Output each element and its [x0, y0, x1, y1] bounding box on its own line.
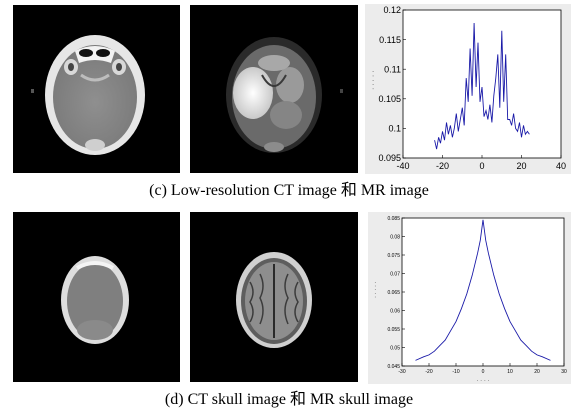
figure-d: · · · · · · · · · -30 -20 -10 0 10 20 30 0.045 0…	[0, 210, 578, 413]
chart-d-xtick-label: 0	[482, 369, 485, 375]
chart-d-xtick-label: 30	[561, 369, 567, 375]
chart-d-ytick-label: 0.07	[390, 271, 400, 277]
chart-d-ytick-label: 0.065	[387, 290, 400, 296]
chart-d-ylabel-mark: · · · · ·	[373, 281, 379, 298]
mr-skull-image	[190, 212, 358, 382]
chart-c-ytick-label: 0.11	[384, 64, 401, 74]
chart-d-series-line	[415, 219, 551, 361]
chart-c-ytick-label: 0.095	[378, 153, 401, 163]
chart-c-xtick-label: -20	[436, 161, 449, 171]
chart-c-xtick-label: -40	[396, 161, 409, 171]
chart-c-plot-area	[402, 9, 562, 159]
chart-c-ylabel-mark: · · · · ·	[370, 71, 377, 90]
chart-c-ytick-label: 0.1	[388, 124, 401, 134]
chart-c: · · · · · -40 -20 0 20 40 0.095 0.1 0.105 0.11 0.…	[365, 4, 571, 174]
chart-d-plot-area	[401, 217, 565, 367]
chart-d-xtick-label: -20	[425, 369, 432, 375]
chart-d-xtick-label: 20	[534, 369, 540, 375]
chart-d-xtick-label: -10	[452, 369, 459, 375]
chart-d-xtick-label: 10	[507, 369, 513, 375]
chart-d-ytick-label: 0.085	[387, 216, 400, 222]
mr-image	[190, 5, 358, 173]
caption-c: (c) Low-resolution CT image 和 MR image	[149, 182, 429, 199]
ct-image	[13, 5, 180, 173]
chart-d-ytick-label: 0.045	[387, 364, 400, 370]
chart-d-ytick-label: 0.055	[387, 327, 400, 333]
chart-d-xtick-label: -30	[398, 369, 405, 375]
chart-d-ytick-label: 0.06	[390, 308, 400, 314]
chart-c-xtick-label: 40	[556, 161, 566, 171]
figure-c: · · · · · -40 -20 0 20 40 0.095 0.1 0.105 0.11 0.…	[0, 0, 578, 200]
ct-skull-image	[13, 212, 180, 382]
chart-c-ytick-label: 0.115	[379, 35, 401, 45]
chart-d-ytick-label: 0.08	[390, 234, 400, 240]
chart-d-ytick-label: 0.05	[390, 345, 400, 351]
chart-d-xlabel-mark: · · · ·	[477, 378, 490, 384]
caption-d: (d) CT skull image 和 MR skull image	[164, 391, 414, 408]
chart-d: · · · · · · · · · -30 -20 -10 0 10 20 30 0.045 0…	[368, 212, 571, 384]
chart-c-ytick-label: 0.105	[378, 94, 401, 104]
chart-c-xtick-label: 0	[479, 161, 484, 171]
chart-d-ytick-label: 0.075	[387, 253, 400, 259]
chart-c-xtick-label: 20	[516, 161, 526, 171]
chart-c-ytick-label: 0.12	[383, 5, 401, 15]
